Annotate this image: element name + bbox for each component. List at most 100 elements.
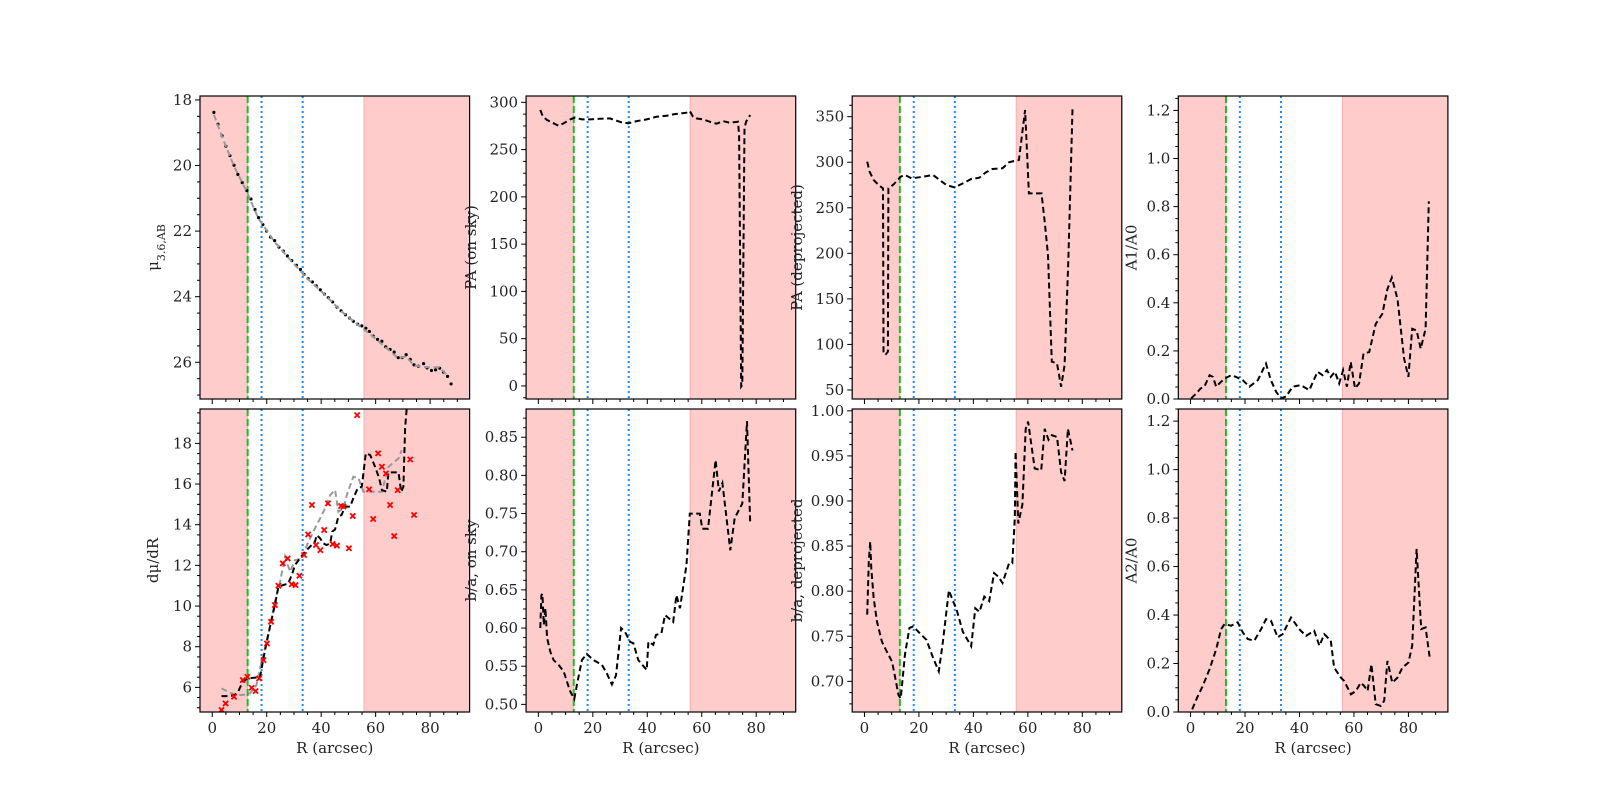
- x-tick-label: 60: [1344, 719, 1363, 737]
- y-axis-label-text: PA (on sky): [462, 205, 480, 290]
- red-x-marker: [365, 486, 373, 493]
- y-tick-label: 0.85: [485, 428, 518, 446]
- y-tick-label: 1.00: [811, 402, 844, 420]
- y-tick-label: 1.0: [1146, 461, 1170, 479]
- data-point: [380, 339, 384, 343]
- y-tick-label: 8: [182, 638, 192, 656]
- y-tick-label: 0.4: [1146, 606, 1170, 624]
- shaded-region-2: [1015, 409, 1122, 712]
- red-x-marker: [222, 700, 229, 707]
- subplot-4: 0.0 0.2 0.4 0.6 0.8 1.0 1.2 A1/A0: [1122, 95, 1449, 408]
- y-tick-label: 12: [173, 556, 192, 574]
- y-axis-label: b/a, on sky: [462, 519, 480, 601]
- y-tick-label: 50: [499, 330, 518, 348]
- data-point: [404, 353, 408, 357]
- y-axis-label: PA (deprojected): [788, 184, 806, 311]
- x-axis-label: R (arcsec): [622, 739, 699, 757]
- red-x-marker: [267, 618, 275, 625]
- y-tick-label: 1.0: [1146, 150, 1170, 168]
- y-tick-label: 0.70: [811, 672, 844, 690]
- y-tick-label: 18: [173, 434, 192, 452]
- y-tick-label: 0.8: [1146, 198, 1170, 216]
- data-point: [236, 172, 240, 176]
- y-tick-label: 18: [173, 91, 192, 109]
- black-dashed-series-line: [866, 108, 1074, 387]
- red-x-marker: [333, 542, 341, 549]
- red-x-marker: [340, 503, 347, 510]
- data-point: [396, 356, 400, 360]
- red-x-marker: [230, 693, 238, 700]
- x-tick-label: 60: [366, 719, 385, 737]
- y-axis-label: A2/A0: [1122, 538, 1140, 585]
- y-tick-label: 0.4: [1146, 294, 1170, 312]
- black-dashed-series-line: [1190, 201, 1430, 399]
- red-x-marker: [300, 551, 308, 559]
- red-x-marker: [252, 687, 259, 695]
- shaded-region-1: [1178, 409, 1227, 712]
- x-axis-label: R (arcsec): [1274, 739, 1351, 757]
- x-tick-label: 40: [964, 719, 983, 737]
- red-x-marker: [304, 531, 312, 538]
- plot-area: [852, 409, 1122, 712]
- plot-area: [526, 409, 796, 712]
- y-tick-label: 0.65: [485, 581, 518, 599]
- x-tick-label: 80: [421, 719, 440, 737]
- black-dashed-series-line: [1191, 548, 1431, 710]
- red-x-marker: [329, 540, 336, 548]
- shaded-region-2: [1341, 96, 1448, 399]
- subplot-3: 50 100 150 200 250 300 350 PA (deprojected): [788, 95, 1123, 404]
- subplot-5: 0 20 40 60 80 R (arcsec) 6 8 10 12 14 16 18 dμ/dR: [144, 408, 471, 757]
- y-tick-label: 0.85: [811, 537, 844, 555]
- plot-area: [200, 409, 470, 712]
- y-axis-label-text: A2/A0: [1122, 538, 1140, 585]
- data-point: [364, 326, 368, 330]
- y-axis-label: b/a, deprojected: [788, 498, 806, 622]
- data-point: [273, 239, 277, 243]
- y-tick-label: 50: [825, 381, 844, 399]
- y-tick-label: 0.60: [485, 619, 518, 637]
- data-point: [429, 368, 434, 373]
- subplot-1: 18 20 22 24 26 μ3.6,AB: [144, 91, 471, 404]
- y-tick-label: 0.80: [811, 582, 844, 600]
- y-tick-label: 10: [173, 597, 192, 615]
- data-point: [449, 382, 453, 386]
- y-tick-label: 300: [816, 153, 845, 171]
- red-x-marker: [324, 500, 332, 507]
- data-point: [433, 368, 438, 372]
- x-tick-label: 0: [207, 719, 217, 737]
- shaded-region-1: [1178, 96, 1227, 399]
- red-x-marker: [263, 640, 271, 647]
- gray-dashed-series-line: [212, 114, 449, 377]
- y-tick-label: 0.50: [485, 695, 518, 713]
- y-tick-label: 26: [173, 353, 192, 371]
- y-axis-label: PA (on sky): [462, 205, 480, 290]
- y-tick-label: 0.55: [485, 657, 518, 675]
- red-x-marker: [349, 512, 357, 520]
- x-tick-label: 80: [747, 719, 766, 737]
- shaded-region-2: [363, 409, 470, 712]
- y-tick-label: 0.90: [811, 492, 844, 510]
- x-tick-label: 20: [1235, 719, 1254, 737]
- red-x-marker: [308, 501, 316, 509]
- red-x-marker: [296, 572, 303, 579]
- y-axis-label-text: A1/A0: [1122, 225, 1140, 272]
- y-axis-label: μ3.6,AB: [144, 224, 168, 271]
- subplot-7: 0 20 40 60 80 R (arcsec) 0.70 0.75 0.80 0.85 0.90 0…: [788, 402, 1123, 757]
- y-tick-label: 1.2: [1146, 101, 1170, 119]
- y-axis-label: dμ/dR: [144, 537, 162, 583]
- red-x-marker: [353, 411, 361, 419]
- red-x-marker: [369, 515, 377, 523]
- subplot-8: 0 20 40 60 80 R (arcsec) 0.0 0.2 0.4 0.6 0.8 1.0 1.2…: [1122, 408, 1449, 757]
- y-axis-label-text: b/a, on sky: [462, 519, 480, 601]
- y-tick-label: 20: [173, 157, 192, 175]
- x-axis-label: R (arcsec): [948, 739, 1025, 757]
- y-tick-label: 150: [489, 235, 518, 253]
- y-tick-label: 350: [816, 108, 845, 126]
- x-tick-label: 20: [909, 719, 928, 737]
- red-x-marker: [312, 541, 320, 549]
- subplot-2: 0 50 100 150 200 250 300 PA (on sky): [462, 93, 797, 404]
- y-axis-label-subscript: 3.6,AB: [155, 224, 168, 261]
- x-tick-label: 40: [638, 719, 657, 737]
- data-point: [375, 337, 380, 341]
